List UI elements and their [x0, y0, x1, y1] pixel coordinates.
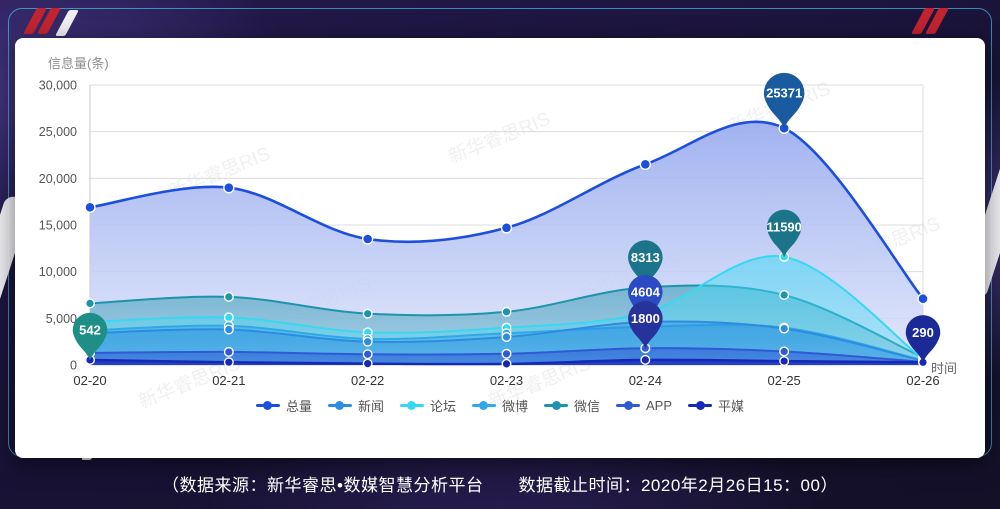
legend-marker-icon	[471, 401, 496, 410]
y-axis-title: 信息量(条)	[48, 56, 109, 71]
data-point-新闻-02-23	[501, 332, 512, 343]
data-point-总量-02-22	[361, 233, 374, 245]
pin-marker-542: 542	[72, 312, 108, 360]
data-point-平媒-02-25	[779, 356, 790, 367]
data-point-论坛-02-21	[223, 312, 234, 323]
trend-chart: 0 5,000 10,000 15,000 20,000 25,000 30,000 02-2…	[39, 72, 941, 388]
x-tick-label: 02-22	[351, 373, 384, 388]
legend-item-新闻[interactable]: 新闻	[327, 396, 384, 415]
legend-marker-icon	[327, 401, 352, 410]
data-point-APP-02-23	[501, 348, 512, 359]
legend-item-APP[interactable]: APP	[616, 398, 672, 413]
pin-marker-11590: 11590	[766, 209, 802, 257]
data-point-新闻-02-21	[223, 324, 234, 335]
chart-card: 新华睿思RIS 新华睿思RIS 新华睿思RIS 新华睿思RIS 新华睿思RIS …	[15, 38, 985, 458]
data-point-总量-02-24	[639, 158, 652, 171]
y-tick-label: 15,000	[39, 219, 77, 233]
pin-label: 8313	[631, 250, 660, 265]
data-point-微信-02-22	[362, 308, 373, 319]
data-point-总量-02-23	[500, 222, 513, 234]
legend-item-论坛[interactable]: 论坛	[399, 396, 456, 415]
data-point-平媒-02-24	[640, 354, 651, 365]
pin-label: 25371	[766, 86, 802, 101]
data-point-新闻-02-22	[362, 336, 373, 347]
x-tick-label: 02-25	[768, 373, 801, 388]
data-point-APP-02-22	[362, 349, 373, 360]
data-point-平媒-02-23	[501, 358, 512, 369]
y-tick-label: 0	[70, 359, 77, 373]
pin-marker-1800: 1800	[628, 301, 663, 349]
data-point-总量-02-20	[84, 201, 96, 213]
data-point-平媒-02-22	[362, 358, 373, 369]
data-point-总量-02-21	[223, 181, 235, 194]
data-point-平媒-02-21	[223, 357, 234, 368]
legend-marker-icon	[255, 401, 280, 410]
x-tick-label: 02-23	[490, 373, 523, 388]
x-tick-label: 02-26	[906, 373, 939, 388]
pin-marker-25371: 25371	[763, 72, 805, 129]
legend-item-总量[interactable]: 总量	[255, 396, 312, 415]
legend-item-平媒[interactable]: 平媒	[688, 396, 744, 415]
legend-label: 新闻	[357, 399, 384, 414]
data-point-总量-02-26	[917, 293, 929, 305]
x-tick-label: 02-24	[629, 373, 662, 388]
data-point-微信-02-20	[84, 298, 95, 309]
data-point-微信-02-25	[779, 289, 790, 300]
pin-label: 11590	[766, 219, 801, 234]
x-axis-title: 时间	[931, 361, 958, 376]
pin-label: 1800	[631, 311, 660, 326]
legend-marker-icon	[616, 401, 641, 410]
legend-marker-icon	[688, 401, 713, 410]
data-point-微信-02-23	[501, 306, 512, 317]
pin-marker-4604: 4604	[628, 274, 663, 323]
legend-marker-icon	[399, 401, 424, 410]
x-tick-label: 02-20	[73, 373, 106, 388]
y-tick-label: 25,000	[39, 125, 77, 139]
data-point-微信-02-21	[223, 291, 234, 302]
data-point-APP-02-25	[779, 346, 790, 357]
legend-label: 总量	[285, 399, 312, 414]
legend-label: 微信	[574, 399, 601, 414]
pin-label: 290	[912, 325, 934, 340]
y-tick-label: 20,000	[39, 172, 77, 186]
y-tick-label: 5,000	[46, 312, 77, 326]
pin-label: 4604	[631, 285, 661, 300]
legend-item-微信[interactable]: 微信	[544, 396, 600, 415]
legend-item-微博[interactable]: 微博	[471, 396, 528, 415]
y-tick-label: 30,000	[39, 79, 77, 93]
legend-label: APP	[646, 398, 673, 413]
data-point-新闻-02-25	[779, 323, 790, 334]
legend-label: 微博	[501, 399, 528, 414]
pin-marker-8313: 8313	[628, 240, 663, 288]
legend-label: 平媒	[718, 399, 745, 414]
legend-marker-icon	[544, 401, 568, 410]
chart-legend: 总量 新闻 论坛 微博 微信 APP 平媒	[15, 396, 985, 415]
y-tick-label: 10,000	[39, 265, 77, 279]
x-tick-label: 02-21	[212, 373, 245, 388]
data-source-caption: （数据来源：新华睿思•数媒智慧分析平台 数据截止时间：2020年2月26日15：…	[162, 476, 838, 495]
pin-label: 542	[79, 323, 101, 338]
data-point-APP-02-21	[223, 346, 234, 357]
pin-marker-290: 290	[905, 315, 941, 363]
legend-label: 论坛	[429, 399, 456, 414]
